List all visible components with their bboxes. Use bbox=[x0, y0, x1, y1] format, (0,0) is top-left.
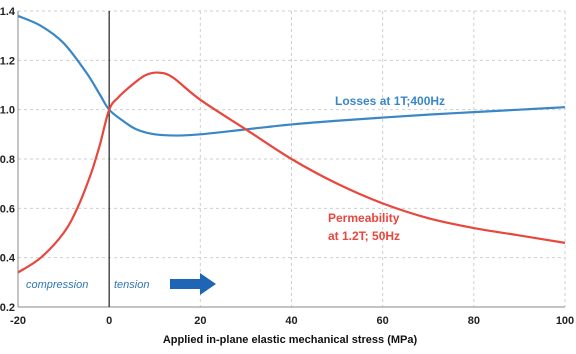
tension-annotation: tension bbox=[114, 279, 149, 291]
y-tick-labels: 0.2 0.4 0.6 0.8 1.0 1.2 1.4 bbox=[0, 6, 16, 314]
permeability-series-line bbox=[17, 71, 566, 274]
losses-series-label: Losses at 1T;400Hz bbox=[335, 94, 445, 108]
compression-annotation: compression bbox=[26, 279, 88, 291]
permeability-series-label-line2: at 1.2T; 50Hz bbox=[328, 229, 400, 243]
x-tick-label: 80 bbox=[468, 315, 480, 327]
x-axis-label: Applied in-plane elastic mechanical stre… bbox=[163, 334, 418, 346]
y-tick-label: 0.4 bbox=[0, 253, 16, 265]
x-tick-label: 40 bbox=[285, 315, 297, 327]
y-tick-label: 1.4 bbox=[0, 6, 16, 18]
tension-arrow bbox=[170, 273, 216, 295]
series-lines bbox=[17, 14, 566, 274]
permeability-series-label-line1: Permeability bbox=[328, 211, 400, 225]
losses-series-line bbox=[17, 14, 566, 137]
x-tick-label: 20 bbox=[194, 315, 206, 327]
y-tick-label: 0.2 bbox=[0, 302, 15, 314]
y-tick-label: 1.2 bbox=[0, 55, 15, 67]
y-tick-label: 0.8 bbox=[0, 154, 15, 166]
y-tick-label: 1.0 bbox=[0, 105, 15, 117]
y-tick-label: 0.6 bbox=[0, 203, 15, 215]
x-tick-label: 100 bbox=[556, 315, 574, 327]
axes bbox=[17, 11, 565, 308]
x-tick-label: 60 bbox=[377, 315, 389, 327]
x-tick-labels: -20 0 20 40 60 80 100 bbox=[10, 315, 574, 327]
x-tick-label: 0 bbox=[106, 315, 112, 327]
x-tick-label: -20 bbox=[10, 315, 26, 327]
